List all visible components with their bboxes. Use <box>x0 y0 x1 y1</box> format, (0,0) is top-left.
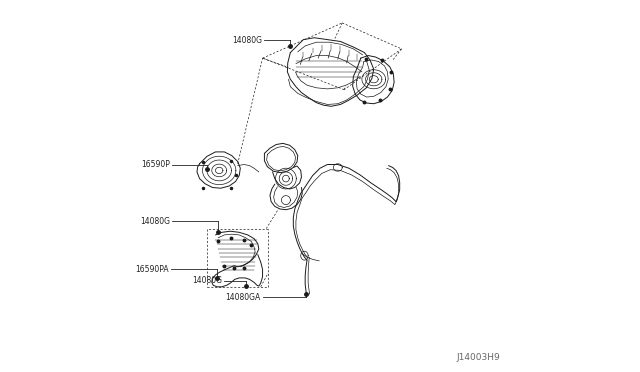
Text: 14080G: 14080G <box>140 217 170 226</box>
Text: J14003H9: J14003H9 <box>456 353 500 362</box>
Text: 16590PA: 16590PA <box>136 265 169 274</box>
Text: 14080G: 14080G <box>232 36 262 45</box>
Text: 16590P: 16590P <box>141 160 170 169</box>
Text: 14080GA: 14080GA <box>225 293 260 302</box>
Text: 14080G: 14080G <box>192 276 222 285</box>
